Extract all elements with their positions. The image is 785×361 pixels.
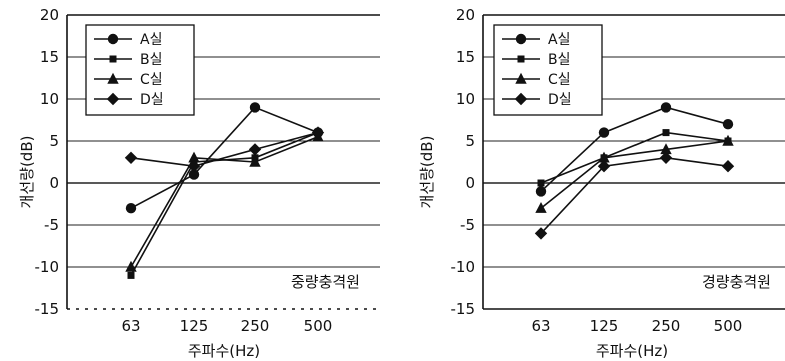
y-tick-label: 10 bbox=[40, 90, 59, 108]
legend-marker bbox=[517, 55, 525, 63]
legend-label: A실 bbox=[140, 32, 162, 48]
y-tick-label: -10 bbox=[35, 258, 60, 276]
series-line-1 bbox=[540, 106, 729, 192]
x-tick-label: 250 bbox=[652, 317, 681, 335]
data-point bbox=[662, 129, 670, 137]
x-tick-label: 500 bbox=[304, 317, 333, 335]
data-point bbox=[125, 203, 137, 214]
x-tick-label: 250 bbox=[241, 317, 270, 335]
data-point bbox=[534, 227, 548, 240]
data-point bbox=[598, 151, 610, 163]
y-tick-label: -15 bbox=[35, 300, 60, 318]
series-line-4 bbox=[130, 131, 319, 168]
y-tick-label: -15 bbox=[451, 300, 476, 318]
y-tick-label: 0 bbox=[49, 174, 59, 192]
x-tick-label: 125 bbox=[590, 317, 619, 335]
y-tick-label: 10 bbox=[456, 90, 475, 108]
impact-source-label: 중량충격원 bbox=[291, 273, 360, 291]
data-point bbox=[722, 134, 734, 146]
x-axis-title: 주파수(Hz) bbox=[596, 342, 668, 360]
y-axis-title: 개선량(dB) bbox=[18, 136, 36, 209]
data-point bbox=[537, 179, 545, 187]
y-tick-label: 0 bbox=[465, 174, 475, 192]
data-point bbox=[598, 127, 610, 138]
data-point bbox=[188, 169, 200, 180]
series-line-3 bbox=[130, 136, 319, 268]
data-point bbox=[535, 186, 547, 197]
series-line-1 bbox=[130, 106, 319, 209]
data-point bbox=[660, 143, 672, 155]
legend-label: A실 bbox=[548, 32, 570, 48]
y-tick-label: 5 bbox=[465, 132, 475, 150]
data-point bbox=[597, 160, 611, 173]
y-tick-label: 15 bbox=[456, 48, 475, 66]
chart-panel-1: 20 15 10 5 0 -5 -10 -15 63 125 250 500 주파수(Hz) 개선량(dB… bbox=[18, 6, 380, 360]
data-point bbox=[722, 119, 734, 130]
data-point bbox=[125, 260, 137, 272]
series-line-2 bbox=[130, 131, 319, 276]
series-line-3 bbox=[540, 140, 729, 209]
y-tick-label: -5 bbox=[44, 216, 59, 234]
legend-label: C실 bbox=[548, 72, 571, 88]
legend-marker bbox=[514, 92, 528, 106]
legend-label: D실 bbox=[548, 92, 572, 108]
data-point bbox=[248, 143, 262, 156]
data-point bbox=[721, 160, 735, 173]
x-axis-title: 주파수(Hz) bbox=[188, 342, 260, 360]
y-tick-label: -5 bbox=[460, 216, 475, 234]
data-point bbox=[659, 151, 673, 164]
x-tick-label: 63 bbox=[531, 317, 550, 335]
series-line-2 bbox=[540, 131, 729, 184]
y-tick-label: -10 bbox=[451, 258, 476, 276]
legend-label: B실 bbox=[548, 52, 571, 68]
y-tick-label: 15 bbox=[40, 48, 59, 66]
data-point bbox=[249, 102, 261, 113]
data-point bbox=[249, 155, 261, 167]
data-point bbox=[311, 126, 325, 139]
legend-label: D실 bbox=[140, 92, 164, 108]
legend-box bbox=[85, 24, 195, 116]
data-point bbox=[660, 102, 672, 113]
legend-label: C실 bbox=[140, 72, 163, 88]
data-point bbox=[187, 160, 201, 173]
y-tick-label: 20 bbox=[40, 6, 59, 24]
y-tick-label: 5 bbox=[49, 132, 59, 150]
legend-box bbox=[493, 24, 603, 116]
x-tick-label: 63 bbox=[121, 317, 140, 335]
x-tick-label: 125 bbox=[180, 317, 209, 335]
data-point bbox=[188, 151, 200, 163]
data-point bbox=[127, 271, 135, 279]
legend-marker bbox=[515, 72, 527, 84]
data-point bbox=[535, 202, 547, 213]
legend-marker bbox=[109, 55, 117, 63]
series-line-4 bbox=[540, 156, 729, 234]
x-tick-label: 500 bbox=[714, 317, 743, 335]
impact-source-label: 경량충격원 bbox=[702, 273, 771, 291]
data-point bbox=[124, 151, 138, 164]
legend-marker bbox=[107, 72, 119, 84]
y-tick-label: 20 bbox=[456, 6, 475, 24]
legend-label: B실 bbox=[140, 52, 163, 68]
chart-panel-2: 20 15 10 5 0 -5 -10 -15 63 125 250 500 주파수(Hz) 개선량(dB… bbox=[418, 6, 785, 360]
legend-marker bbox=[107, 33, 119, 45]
y-axis-title: 개선량(dB) bbox=[418, 136, 436, 209]
legend-marker bbox=[515, 33, 527, 45]
legend-marker bbox=[106, 92, 120, 106]
